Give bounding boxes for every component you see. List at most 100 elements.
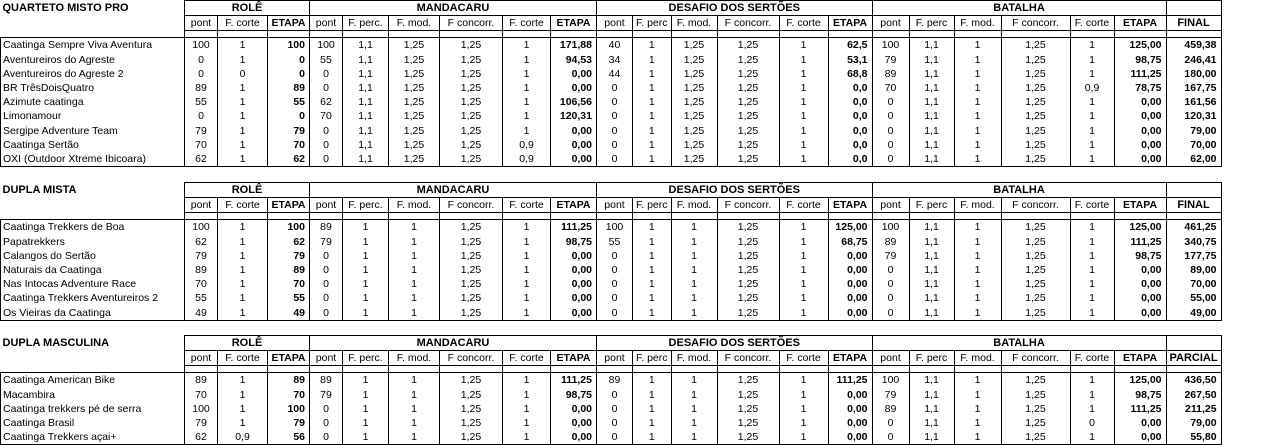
score-cell: 1,1 bbox=[908, 95, 955, 110]
stage-score: 0,00 bbox=[550, 305, 597, 321]
section-title: DUPLA MISTA bbox=[2, 184, 77, 197]
score-cell: 0 bbox=[596, 137, 633, 152]
spacer-cell bbox=[953, 30, 1002, 38]
column-header: pont bbox=[184, 350, 218, 367]
column-header: F. corte bbox=[778, 350, 829, 367]
section-table: DUPLA MISTA ROLÊ MANDACARU DESAFIO DOS SERT… bbox=[0, 181, 1222, 321]
column-header: F. corte bbox=[217, 197, 268, 214]
stage-score: 68,75 bbox=[827, 234, 873, 249]
score-cell: 1 bbox=[1069, 277, 1115, 292]
score-cell: 1,25 bbox=[716, 151, 780, 168]
stage-score: 0,0 bbox=[827, 151, 873, 168]
score-cell: 1 bbox=[953, 291, 1002, 306]
score-cell: 1,25 bbox=[670, 52, 718, 67]
stage-score: 0,00 bbox=[550, 248, 597, 263]
score-cell: 1 bbox=[953, 37, 1002, 53]
score-cell: 1 bbox=[632, 52, 672, 67]
score-cell: 1,25 bbox=[716, 123, 780, 138]
score-cell: 1 bbox=[1069, 137, 1115, 152]
header-spacer bbox=[0, 197, 185, 213]
column-header: F. mod. bbox=[953, 350, 1002, 367]
score-cell: 1 bbox=[388, 219, 440, 235]
stage-score: 98,75 bbox=[550, 387, 597, 402]
stage-score: 0,0 bbox=[827, 123, 873, 138]
score-cell: 1,25 bbox=[670, 37, 718, 53]
score-cell: 1 bbox=[502, 277, 551, 292]
score-cell: 1,25 bbox=[439, 37, 503, 53]
column-header: F. mod. bbox=[953, 15, 1002, 32]
spacer-cell bbox=[1069, 212, 1115, 220]
column-header: pont bbox=[596, 15, 633, 32]
score-cell: 1 bbox=[632, 37, 672, 53]
score-cell: 0 bbox=[309, 151, 343, 168]
score-cell: 62 bbox=[184, 234, 218, 249]
score-cell: 1 bbox=[217, 291, 268, 306]
spacer-cell bbox=[550, 212, 597, 220]
score-cell: 0 bbox=[871, 415, 910, 431]
score-cell: 0 bbox=[596, 387, 633, 402]
score-cell: 70 bbox=[871, 80, 910, 96]
stage-score: 98,75 bbox=[1113, 387, 1167, 402]
stage-score: 0 bbox=[267, 109, 310, 124]
score-cell: 1 bbox=[670, 387, 718, 402]
stage-score: 79 bbox=[267, 123, 310, 138]
spacer-cell bbox=[596, 30, 633, 38]
score-cell: 1,25 bbox=[1000, 80, 1071, 96]
score-cell: 70 bbox=[184, 387, 218, 402]
score-cell: 100 bbox=[596, 219, 633, 235]
score-cell: 1 bbox=[217, 305, 268, 321]
score-cell: 1 bbox=[670, 248, 718, 263]
score-cell: 1 bbox=[632, 66, 672, 81]
column-header: F. corte bbox=[502, 197, 551, 214]
column-header: F. perc. bbox=[342, 350, 389, 367]
team-name: Caatinga Trekkers de Boa bbox=[0, 219, 185, 235]
score-cell: 1 bbox=[1069, 248, 1115, 263]
spacer-cell bbox=[342, 365, 389, 373]
score-cell: 1 bbox=[778, 66, 829, 81]
score-cell: 1,25 bbox=[1000, 137, 1071, 152]
final-score: 79,00 bbox=[1165, 123, 1222, 138]
score-cell: 1 bbox=[502, 66, 551, 81]
score-cell: 1,1 bbox=[342, 37, 389, 53]
score-cell: 1,1 bbox=[908, 262, 955, 278]
score-cell: 1,25 bbox=[1000, 109, 1071, 124]
final-label: FINAL bbox=[1165, 197, 1222, 214]
stage-score: 0,00 bbox=[1113, 305, 1167, 321]
final-score: 70,00 bbox=[1165, 137, 1222, 152]
score-cell: 1 bbox=[342, 430, 389, 445]
spacer-cell bbox=[550, 365, 597, 373]
spacer-cell bbox=[632, 212, 672, 220]
score-cell: 1 bbox=[953, 137, 1002, 152]
score-cell: 1,25 bbox=[716, 415, 780, 431]
team-row: Papatrekkers 62 1 62 79 1 1 1,25 1 98,75 55 1 1 1,25 1… bbox=[0, 234, 1222, 249]
stage-score: 62,5 bbox=[827, 37, 873, 53]
team-row: Calangos do Sertão 79 1 79 0 1 1 1,25 1 0,00 0 1 1 1,… bbox=[0, 248, 1222, 263]
score-cell: 1,25 bbox=[1000, 219, 1071, 235]
score-cell: 1,1 bbox=[342, 109, 389, 124]
score-cell: 1 bbox=[632, 372, 672, 388]
score-cell: 1 bbox=[1069, 401, 1115, 416]
column-header: F. corte bbox=[502, 350, 551, 367]
team-row: Caatinga Sertão 70 1 70 0 1,1 1,25 1,25 0,9 0,00 0… bbox=[0, 137, 1222, 152]
score-cell: 1 bbox=[502, 52, 551, 67]
column-header: F. perc. bbox=[342, 15, 389, 32]
spacer-cell bbox=[670, 30, 718, 38]
score-cell: 1 bbox=[388, 277, 440, 292]
column-header: F. perc bbox=[632, 197, 672, 214]
score-cell: 1 bbox=[632, 262, 672, 278]
spacer-cell bbox=[596, 212, 633, 220]
stage-score: 0,00 bbox=[827, 387, 873, 402]
score-cell: 1,25 bbox=[670, 109, 718, 124]
score-cell: 1 bbox=[1069, 109, 1115, 124]
score-cell: 0 bbox=[871, 277, 910, 292]
score-cell: 1 bbox=[217, 37, 268, 53]
score-cell: 1 bbox=[632, 291, 672, 306]
team-name: Os Vieiras da Caatinga bbox=[0, 305, 185, 321]
stage-score: 0,00 bbox=[550, 262, 597, 278]
score-cell: 1 bbox=[778, 372, 829, 388]
spacer-cell bbox=[217, 30, 268, 38]
spacer-cell bbox=[184, 365, 218, 373]
score-cell: 89 bbox=[596, 372, 633, 388]
score-cell: 0,9 bbox=[502, 151, 551, 168]
score-cell: 1 bbox=[953, 80, 1002, 96]
